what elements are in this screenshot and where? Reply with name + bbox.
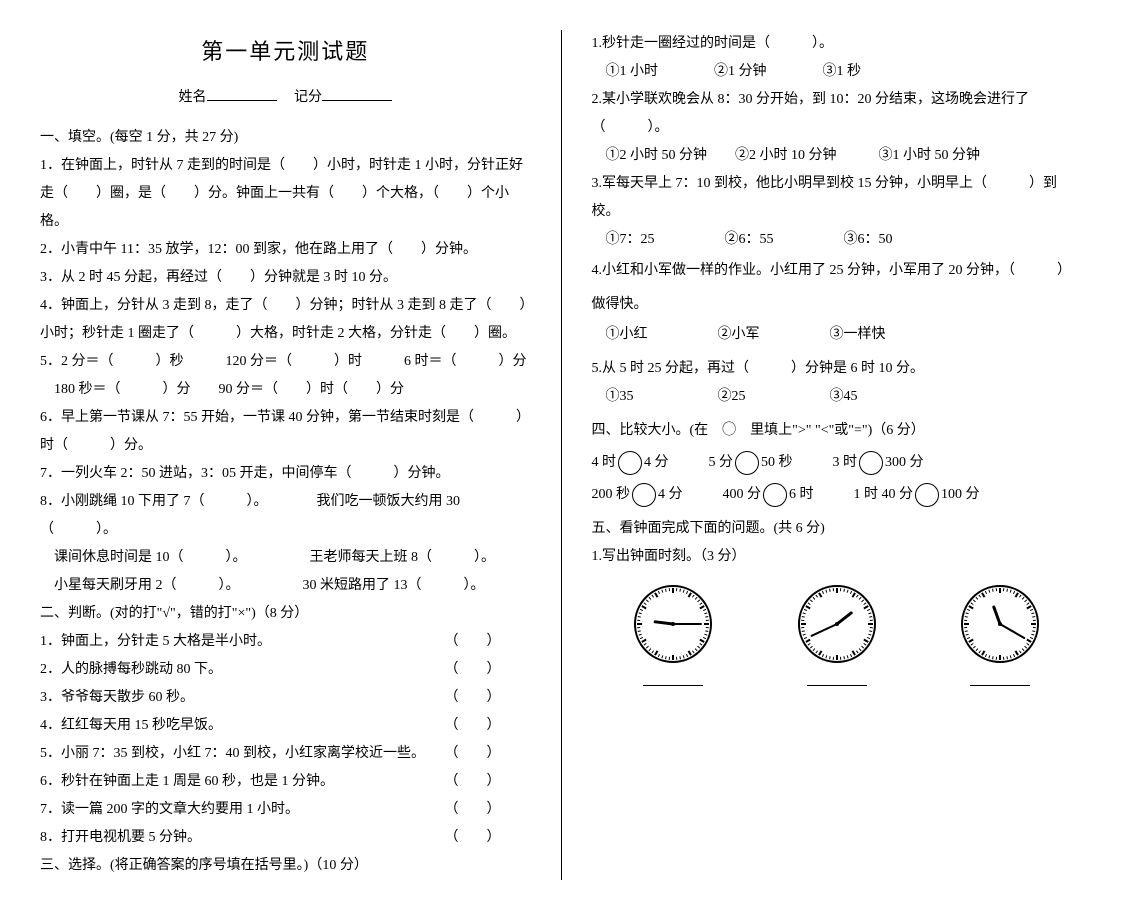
c5-opts: ①35 ②25 ③45 [592, 383, 1083, 411]
compare-row: 200 秒4 分 400 分6 时 1 时 40 分100 分 [592, 481, 1083, 509]
j2: 2．人的脉搏每秒跳动 80 下。 [40, 656, 222, 684]
section-1-header: 一、填空。(每空 1 分，共 27 分) [40, 124, 531, 152]
c1-opts: ①1 小时 ②1 分钟 ③1 秒 [592, 58, 1083, 86]
compare-cell: 5 分50 秒 [709, 449, 793, 477]
q8c: 小星每天刷牙用 2（ ）。 30 米短路用了 13（ ）。 [40, 572, 531, 600]
c4: 4.小红和小军做一样的作业。小红用了 25 分钟，小军用了 20 分钟，（ ）做… [592, 254, 1083, 321]
q8b: 课间休息时间是 10（ ）。 王老师每天上班 8（ ）。 [40, 544, 531, 572]
score-label: 记分 [294, 90, 322, 105]
clock-wrap [792, 579, 882, 697]
compare-circle [632, 483, 656, 507]
j2-paren: （ ） [445, 656, 501, 684]
j6-row: 6．秒针在钟面上走 1 周是 60 秒，也是 1 分钟。 （ ） [40, 768, 531, 796]
j2-row: 2．人的脉搏每秒跳动 80 下。 （ ） [40, 656, 531, 684]
name-score-line: 姓名 记分 [40, 84, 531, 112]
compare-circle [915, 483, 939, 507]
j8-paren: （ ） [445, 824, 501, 852]
left-column: 第一单元测试题 姓名 记分 一、填空。(每空 1 分，共 27 分) 1．在钟面… [40, 30, 531, 880]
compare-cell: 4 时4 分 [592, 449, 669, 477]
j5: 5．小丽 7：35 到校，小红 7：40 到校，小红家离学校近一些。 [40, 740, 425, 768]
j3-row: 3．爷爷每天散步 60 秒。 （ ） [40, 684, 531, 712]
score-blank [322, 86, 392, 101]
j8: 8．打开电视机要 5 分钟。 [40, 824, 201, 852]
q5: 5．2 分＝（ ）秒 120 分＝（ ）时 6 时＝（ ）分 [40, 348, 531, 376]
compare-cell: 1 时 40 分100 分 [854, 481, 980, 509]
name-label: 姓名 [179, 90, 207, 105]
compare-circle [735, 451, 759, 475]
clock-answer-blank [643, 685, 703, 686]
c4-opts: ①小红 ②小军 ③一样快 [592, 321, 1083, 349]
j7: 7．读一篇 200 字的文章大约要用 1 小时。 [40, 796, 299, 824]
sec5-q1: 1.写出钟面时刻。（3 分） [592, 543, 1083, 571]
j5-paren: （ ） [445, 740, 501, 768]
compare-block: 4 时4 分 5 分50 秒 3 时300 分 200 秒4 分 400 分6 时 1 时… [592, 449, 1083, 509]
j8-row: 8．打开电视机要 5 分钟。 （ ） [40, 824, 531, 852]
q2: 2．小青中午 11：35 放学，12：00 到家，他在路上用了（ ）分钟。 [40, 236, 531, 264]
compare-cell: 400 分6 时 [723, 481, 814, 509]
c2-opts: ①2 小时 50 分钟 ②2 小时 10 分钟 ③1 小时 50 分钟 [592, 142, 1083, 170]
c5: 5.从 5 时 25 分起，再过（ ）分钟是 6 时 10 分。 [592, 355, 1083, 383]
j7-paren: （ ） [445, 796, 501, 824]
worksheet-page: 第一单元测试题 姓名 记分 一、填空。(每空 1 分，共 27 分) 1．在钟面… [40, 30, 1082, 880]
j7-row: 7．读一篇 200 字的文章大约要用 1 小时。 （ ） [40, 796, 531, 824]
c1: 1.秒针走一圈经过的时间是（ ）。 [592, 30, 1083, 58]
j4-row: 4．红红每天用 15 秒吃早饭。 （ ） [40, 712, 531, 740]
c3: 3.军每天早上 7：10 到校，他比小明早到校 15 分钟，小明早上（ ）到校。 [592, 170, 1083, 226]
j5-row: 5．小丽 7：35 到校，小红 7：40 到校，小红家离学校近一些。 （ ） [40, 740, 531, 768]
q8a: 8．小刚跳绳 10 下用了 7（ ）。 我们吃一顿饭大约用 30（ ）。 [40, 488, 531, 544]
clock-icon [792, 579, 882, 669]
q6: 6．早上第一节课从 7：55 开始，一节课 40 分钟，第一节结束时刻是（ ）时… [40, 404, 531, 460]
j4-paren: （ ） [445, 712, 501, 740]
compare-circle [859, 451, 883, 475]
section-2-header: 二、判断。(对的打"√"，错的打"×")（8 分） [40, 600, 531, 628]
j6-paren: （ ） [445, 768, 501, 796]
compare-circle [763, 483, 787, 507]
q7: 7．一列火车 2：50 进站，3：05 开走，中间停车（ ）分钟。 [40, 460, 531, 488]
clock-icon [955, 579, 1045, 669]
q1: 1．在钟面上，时针从 7 走到的时间是（ ）小时，时针走 1 小时，分针正好走（… [40, 152, 531, 236]
q5b: 180 秒＝（ ）分 90 分＝（ ）时（ ）分 [40, 376, 531, 404]
clock-icon [628, 579, 718, 669]
j1-row: 1．钟面上，分针走 5 大格是半小时。 （ ） [40, 628, 531, 656]
j4: 4．红红每天用 15 秒吃早饭。 [40, 712, 222, 740]
j1: 1．钟面上，分针走 5 大格是半小时。 [40, 628, 271, 656]
j3: 3．爷爷每天散步 60 秒。 [40, 684, 194, 712]
clock-answer-blank [970, 685, 1030, 686]
q4: 4．钟面上，分针从 3 走到 8，走了（ ）分钟；时针从 3 走到 8 走了（ … [40, 292, 531, 348]
clock-row [592, 579, 1083, 697]
clock-wrap [628, 579, 718, 697]
section-3-header: 三、选择。(将正确答案的序号填在括号里。)（10 分） [40, 852, 531, 880]
right-column: 1.秒针走一圈经过的时间是（ ）。 ①1 小时 ②1 分钟 ③1 秒 2.某小学… [592, 30, 1083, 880]
j1-paren: （ ） [445, 628, 501, 656]
q3: 3．从 2 时 45 分起，再经过（ ）分钟就是 3 时 10 分。 [40, 264, 531, 292]
compare-cell: 3 时300 分 [833, 449, 924, 477]
j6: 6．秒针在钟面上走 1 周是 60 秒，也是 1 分钟。 [40, 768, 334, 796]
c2: 2.某小学联欢晚会从 8：30 分开始，到 10：20 分结束，这场晚会进行了（… [592, 86, 1083, 142]
name-blank [207, 86, 277, 101]
clock-wrap [955, 579, 1045, 697]
title: 第一单元测试题 [40, 30, 531, 74]
compare-cell: 200 秒4 分 [592, 481, 683, 509]
column-divider [561, 30, 562, 880]
section-5-header: 五、看钟面完成下面的问题。(共 6 分) [592, 515, 1083, 543]
c3-opts: ①7：25 ②6：55 ③6：50 [592, 226, 1083, 254]
compare-row: 4 时4 分 5 分50 秒 3 时300 分 [592, 449, 1083, 477]
j3-paren: （ ） [445, 684, 501, 712]
section-4-header: 四、比较大小。(在 ◯ 里填上">" "<"或"=")（6 分） [592, 417, 1083, 445]
compare-circle [618, 451, 642, 475]
clock-answer-blank [807, 685, 867, 686]
